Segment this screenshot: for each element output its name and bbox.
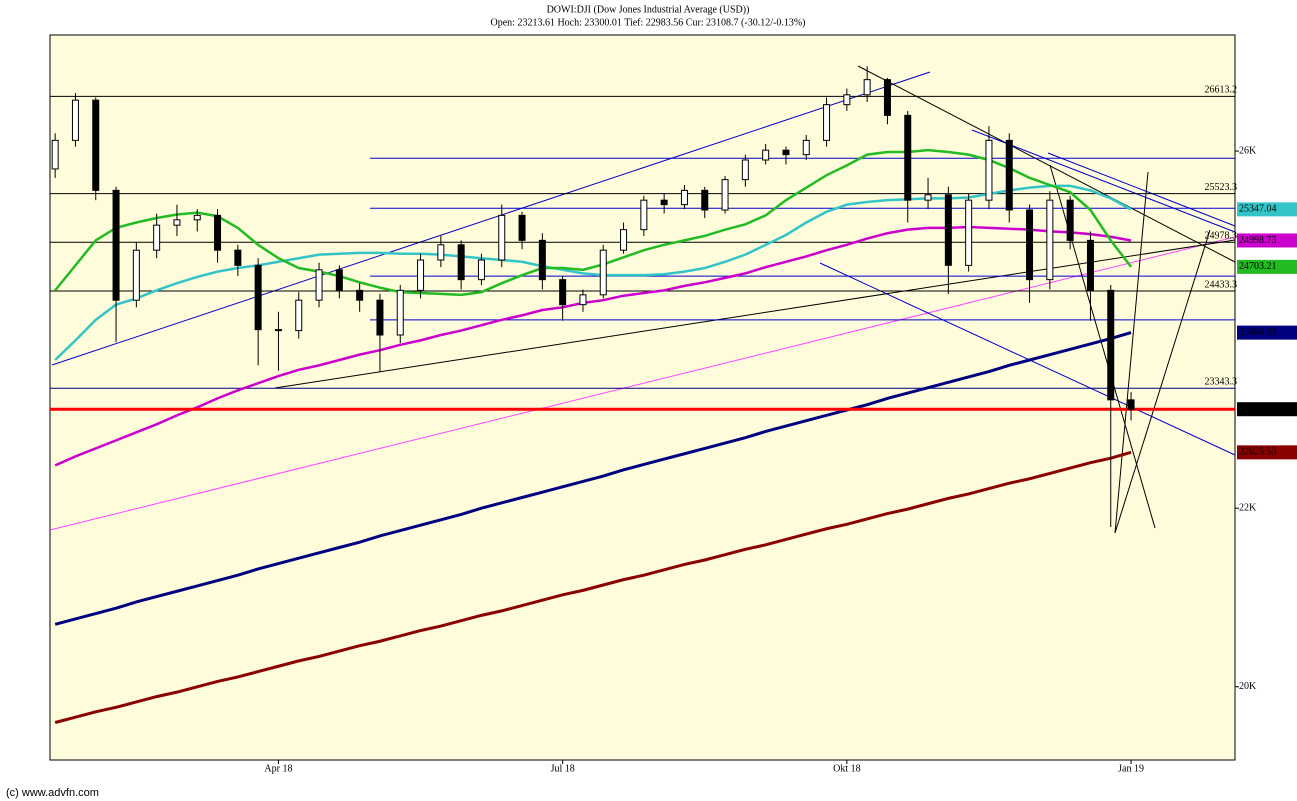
candle-body [843, 94, 851, 106]
candle-body [965, 199, 973, 266]
x-tick-label: Jul 18 [551, 763, 575, 774]
candle-body [71, 99, 79, 141]
candle-body [214, 214, 222, 251]
candle-body [417, 259, 425, 291]
x-tick-label: Jan 19 [1118, 763, 1144, 774]
candle-body [295, 299, 303, 332]
y-tick-label: 22K [1239, 503, 1257, 514]
candle-body [559, 279, 567, 306]
price-badge-label: 24998.73 [1239, 235, 1277, 246]
candle-body [660, 199, 668, 206]
price-badge-label: 24703.21 [1239, 261, 1277, 272]
candle-body [518, 214, 526, 241]
price-badge-label: 23966.83 [1239, 327, 1277, 338]
ma-line [54, 148, 1133, 297]
price-badge-label: 25347.04 [1239, 204, 1277, 215]
candle-body [173, 219, 181, 226]
candle-body [376, 299, 384, 336]
candle-body [1107, 289, 1115, 401]
candle-body [985, 139, 993, 201]
candle-body [883, 79, 891, 116]
candle-body [356, 289, 364, 301]
price-badge [1237, 202, 1297, 217]
candle-body [193, 214, 201, 221]
trend-line [857, 65, 1236, 263]
candle-body [498, 214, 506, 261]
candle-body [904, 114, 912, 201]
candle-body [112, 189, 120, 301]
candle-body [680, 189, 688, 206]
candle-body [863, 79, 871, 96]
candle-body [51, 139, 59, 170]
candle-body [924, 194, 932, 201]
trend-line [1114, 229, 1211, 534]
ma-line [54, 331, 1132, 626]
candle-body [538, 239, 546, 281]
fib-label: 24978.3 [1205, 231, 1238, 242]
candle-body [782, 149, 790, 156]
y-tick-label: 20K [1239, 681, 1257, 692]
trend-line [51, 71, 931, 366]
trend-line [1114, 171, 1149, 534]
candle-body [741, 159, 749, 181]
candle-body [944, 194, 952, 266]
candle-body [315, 269, 323, 301]
price-badge [1237, 445, 1297, 460]
chart-subtitle: Open: 23213.61 Hoch: 23300.01 Tief: 2298… [491, 17, 806, 28]
y-tick-label: 26K [1239, 145, 1257, 156]
fib-label: 23343.3 [1205, 377, 1238, 388]
candle-body [762, 149, 770, 161]
candle-body [640, 199, 648, 231]
candle-body [457, 244, 465, 281]
candle-body [1005, 139, 1013, 211]
candle-body [437, 244, 445, 261]
candle-body [1066, 199, 1074, 241]
candle-body [579, 294, 587, 306]
trend-line [971, 129, 1236, 233]
price-badge [1237, 325, 1297, 340]
ma-line [54, 450, 1132, 724]
candle-body [234, 249, 242, 266]
candle-body [599, 249, 607, 296]
candle-body [153, 224, 161, 251]
candle-body [335, 269, 343, 291]
price-badge [1237, 402, 1297, 417]
trend-line [49, 236, 1236, 531]
price-badge-label: 22625.53 [1239, 447, 1277, 458]
chart-title: DOWI:DJI (Dow Jones Industrial Average (… [547, 4, 750, 15]
candle-body [254, 264, 262, 331]
candle-body [1046, 199, 1054, 281]
candle-body [1086, 239, 1094, 291]
trend-line [274, 239, 1236, 389]
x-tick-label: Apr 18 [264, 763, 292, 774]
candle-body [802, 139, 810, 156]
candle-body [1127, 399, 1135, 410]
x-tick-label: Okt 18 [833, 763, 861, 774]
price-badge [1237, 233, 1297, 248]
candle-body [477, 259, 485, 281]
candle-body [396, 289, 404, 336]
candle-body [92, 99, 100, 191]
fib-label: 26613.2 [1205, 85, 1238, 96]
price-badge-label: 23108.7 [1239, 404, 1272, 415]
candle-body [823, 104, 831, 141]
price-badge [1237, 259, 1297, 274]
footer: (c) www.advfn.com [6, 787, 99, 799]
candle-body [620, 229, 628, 251]
candle-body [1026, 209, 1034, 281]
plot-area [49, 34, 1236, 761]
candle-body [721, 179, 729, 211]
candle-body [132, 249, 140, 301]
trend-line [1047, 152, 1236, 227]
candle-body [274, 329, 282, 332]
fib-label: 25523.3 [1205, 182, 1238, 193]
candle-body [701, 189, 709, 211]
fib-label: 24433.3 [1205, 279, 1238, 290]
